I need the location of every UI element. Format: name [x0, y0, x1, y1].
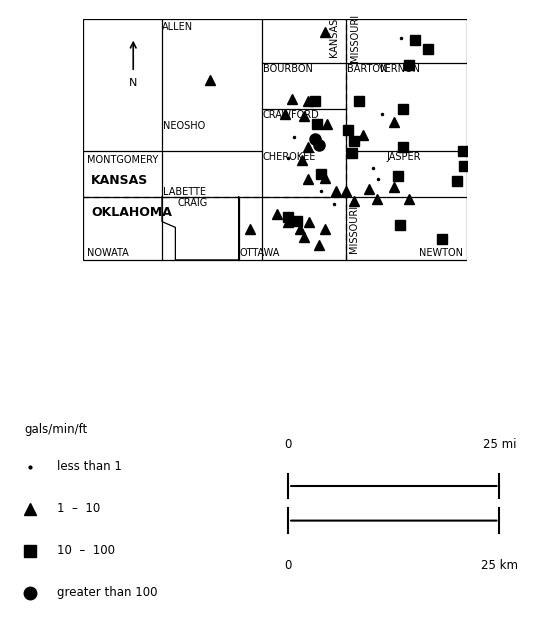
Text: KANSAS: KANSAS [91, 174, 148, 187]
Text: NOWATA: NOWATA [87, 248, 129, 258]
Text: 25 mi: 25 mi [483, 438, 516, 451]
Text: MISSOURI: MISSOURI [350, 14, 360, 62]
Text: 0: 0 [284, 559, 292, 572]
Text: NEWTON: NEWTON [419, 248, 463, 258]
Text: OTTAWA: OTTAWA [240, 248, 280, 258]
Text: CHEROKEE: CHEROKEE [263, 152, 316, 162]
Text: CRAIG: CRAIG [177, 198, 207, 208]
Text: BOURBON: BOURBON [263, 64, 312, 74]
Text: MONTGOMERY: MONTGOMERY [87, 154, 158, 164]
Text: CRAWFORD: CRAWFORD [263, 110, 320, 120]
Text: NEOSHO: NEOSHO [163, 121, 205, 131]
Text: MISSOURI: MISSOURI [349, 205, 359, 253]
Bar [84, 19, 466, 260]
Text: 1  –  10: 1 – 10 [57, 502, 101, 515]
Text: 25 km: 25 km [481, 559, 518, 572]
Text: OKLAHOMA: OKLAHOMA [91, 206, 172, 219]
Text: JASPER: JASPER [386, 152, 421, 162]
Text: 10  –  100: 10 – 100 [57, 544, 116, 557]
Text: LABETTE: LABETTE [163, 187, 206, 197]
Text: KANSAS: KANSAS [329, 18, 339, 57]
Text: less than 1: less than 1 [57, 460, 122, 473]
Text: greater than 100: greater than 100 [57, 586, 158, 599]
Text: ALLEN: ALLEN [162, 22, 193, 32]
Text: BARTON: BARTON [347, 64, 387, 74]
Text: VERNON: VERNON [378, 64, 421, 74]
Text: N: N [129, 78, 138, 88]
Text: 0: 0 [284, 438, 292, 451]
Text: gals/min/ft: gals/min/ft [24, 423, 87, 436]
